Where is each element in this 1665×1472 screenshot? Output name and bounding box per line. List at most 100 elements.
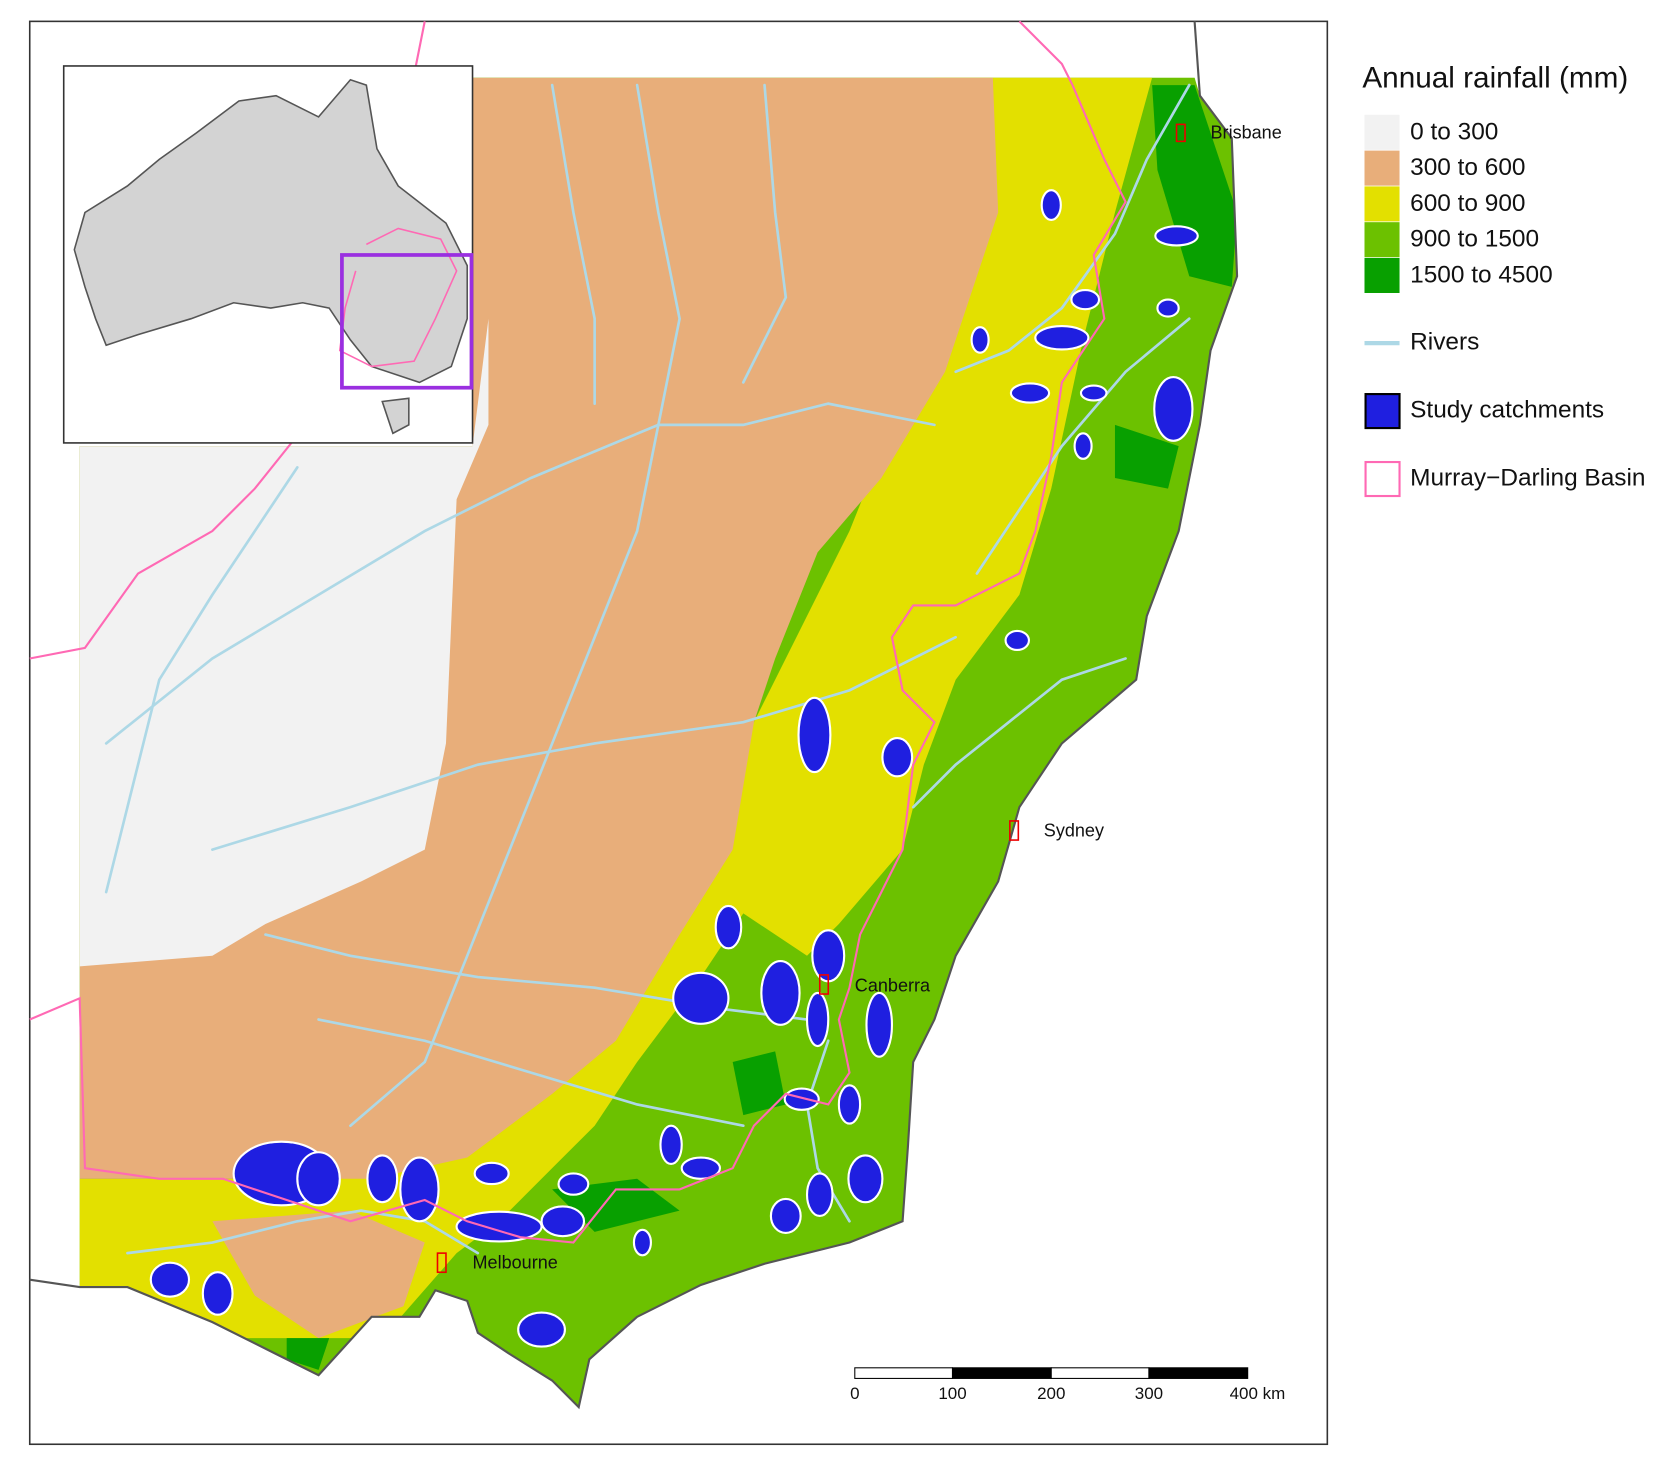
catchment bbox=[837, 1084, 862, 1125]
river bbox=[975, 317, 1191, 575]
city-label: Sydney bbox=[1044, 820, 1104, 840]
city-label: Brisbane bbox=[1211, 123, 1282, 143]
river bbox=[317, 1018, 745, 1128]
catchment bbox=[805, 991, 830, 1048]
city-label: Canberra bbox=[855, 975, 931, 995]
rainfall-zone bbox=[212, 1210, 425, 1339]
city-label: Melbourne bbox=[473, 1253, 558, 1273]
catchment bbox=[811, 929, 846, 983]
australia bbox=[73, 78, 469, 384]
catchment bbox=[455, 1210, 543, 1243]
river bbox=[104, 402, 936, 745]
scale-label: 200 bbox=[1037, 1384, 1065, 1403]
catchment bbox=[1153, 376, 1194, 442]
catchment bbox=[659, 1124, 683, 1165]
catchments bbox=[149, 189, 1199, 1348]
catchment bbox=[1154, 225, 1199, 247]
legend-label: Murray−Darling Basin bbox=[1410, 464, 1645, 491]
catchment bbox=[1070, 288, 1101, 311]
rainfall-zone bbox=[79, 318, 489, 967]
scale-segment bbox=[854, 1367, 954, 1379]
scale-label: 400 km bbox=[1230, 1384, 1286, 1403]
rainfall-zone bbox=[79, 77, 1153, 1339]
river bbox=[126, 1209, 480, 1255]
legend-label: Study catchments bbox=[1410, 397, 1604, 424]
legend-label: Rivers bbox=[1410, 329, 1479, 356]
rainfall-zone bbox=[286, 1338, 330, 1370]
catchment bbox=[769, 1197, 802, 1235]
scale-label: 0 bbox=[850, 1384, 859, 1403]
catchment bbox=[797, 696, 832, 774]
catchment bbox=[805, 1172, 834, 1218]
catchment bbox=[296, 1151, 341, 1207]
scale-bar: 0 100 200 300 400 km bbox=[850, 1367, 1286, 1403]
legend-key bbox=[1364, 460, 1401, 498]
catchment bbox=[201, 1271, 234, 1316]
scale-segment bbox=[1148, 1367, 1249, 1379]
legend-label: 900 to 1500 bbox=[1410, 226, 1539, 253]
catchment bbox=[149, 1261, 191, 1298]
scale-label: 100 bbox=[938, 1384, 966, 1403]
catchment bbox=[760, 960, 801, 1026]
legend-title: Annual rainfall (mm) bbox=[1362, 62, 1628, 95]
catchment bbox=[557, 1172, 590, 1196]
legend-swatch bbox=[1364, 257, 1400, 293]
legend: Annual rainfall (mm) Rivers Study catchm… bbox=[1362, 62, 1645, 498]
catchment bbox=[714, 904, 743, 950]
rainfall-zone bbox=[1114, 424, 1179, 489]
rivers bbox=[104, 83, 1191, 1255]
legend-swatch bbox=[1364, 186, 1400, 222]
catchment bbox=[1040, 189, 1062, 221]
coastline bbox=[29, 21, 1239, 1410]
catchment bbox=[540, 1205, 586, 1238]
catchment bbox=[847, 1154, 884, 1204]
catchment bbox=[366, 1154, 399, 1204]
river bbox=[264, 933, 809, 1021]
catchment bbox=[680, 1156, 722, 1180]
tasmania bbox=[381, 397, 410, 435]
city-marker bbox=[1175, 123, 1186, 143]
catchment bbox=[783, 1087, 820, 1111]
legend-swatch bbox=[1364, 114, 1400, 150]
scale-segment bbox=[951, 1367, 1052, 1379]
river bbox=[104, 466, 299, 894]
legend-swatch bbox=[1364, 150, 1400, 186]
cities: Brisbane Sydney Canberra Melbourne bbox=[436, 123, 1282, 1274]
city-marker bbox=[436, 1252, 447, 1274]
scale-segment bbox=[1050, 1367, 1150, 1379]
river bbox=[954, 83, 1191, 374]
catchment bbox=[632, 1228, 652, 1257]
catchment bbox=[1034, 325, 1090, 351]
catchment bbox=[399, 1156, 440, 1223]
catchment bbox=[881, 737, 914, 778]
catchment bbox=[970, 326, 990, 354]
legend-label: 600 to 900 bbox=[1410, 190, 1525, 217]
basin-boundary bbox=[1018, 20, 1074, 86]
rainfall-zone bbox=[1152, 85, 1238, 287]
inset-extent bbox=[340, 253, 474, 390]
catchment bbox=[1156, 298, 1180, 318]
catchment bbox=[473, 1161, 510, 1186]
catchment bbox=[672, 971, 730, 1025]
legend-label: 0 to 300 bbox=[1410, 118, 1498, 145]
catchment bbox=[1009, 382, 1051, 404]
catchment bbox=[865, 991, 894, 1058]
river bbox=[741, 83, 788, 384]
river bbox=[550, 83, 596, 405]
catchment bbox=[1079, 384, 1108, 402]
city-marker bbox=[1009, 820, 1020, 841]
rainfall-zone bbox=[732, 1051, 786, 1116]
scale-label: 300 bbox=[1135, 1384, 1163, 1403]
city-marker bbox=[818, 974, 830, 995]
legend-swatch bbox=[1364, 222, 1400, 258]
catchment bbox=[517, 1311, 566, 1348]
basin-boundary bbox=[29, 84, 1127, 1244]
river bbox=[911, 657, 1127, 809]
legend-key bbox=[1364, 393, 1401, 430]
catchment bbox=[1004, 629, 1031, 652]
river bbox=[349, 83, 681, 1128]
river bbox=[211, 635, 958, 851]
legend-label: 1500 to 4500 bbox=[1410, 261, 1553, 288]
catchment bbox=[1073, 432, 1093, 460]
